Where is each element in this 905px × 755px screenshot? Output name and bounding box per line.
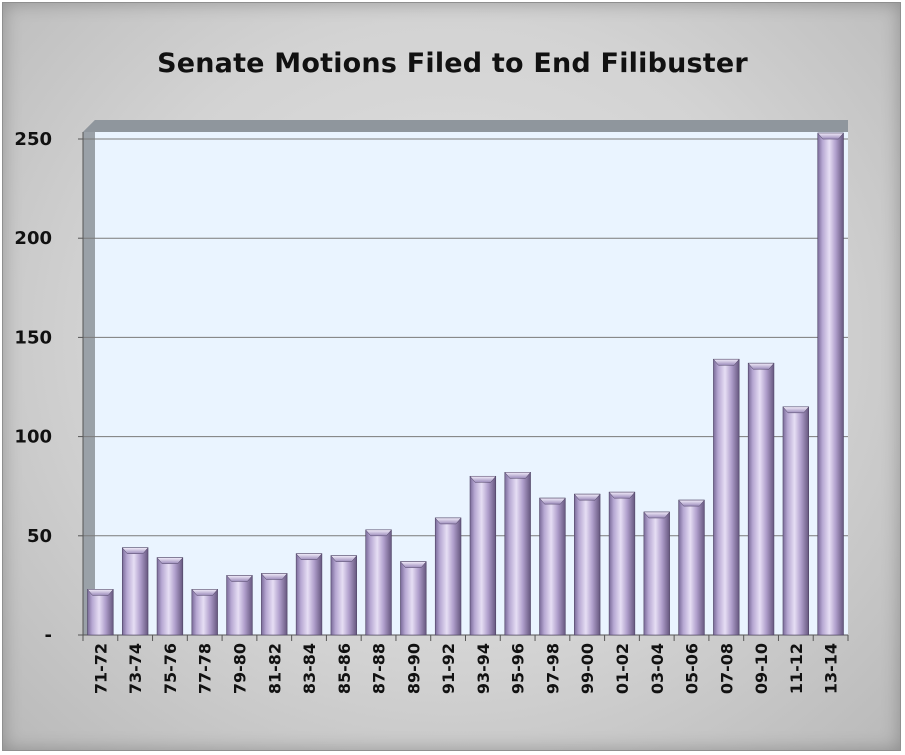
x-tick-label: 95-96 [509,643,528,694]
x-tick-label: 77-78 [196,643,215,694]
bar [261,573,288,636]
bar [121,547,149,636]
bar [469,475,497,636]
bar-cap [469,476,497,483]
bar [608,491,636,636]
y-tick-label: 250 [14,129,52,150]
x-tick-label: 75-76 [161,643,180,694]
bar [226,575,253,636]
y-tick-label: - [45,625,52,646]
bar-cap [365,529,392,537]
x-tick-label: 85-86 [335,643,354,694]
bar-cap [782,406,810,414]
bar-cap [295,553,323,560]
bar-cap [226,575,253,582]
plot-side-face [83,132,95,635]
bar [782,406,810,636]
bar [539,497,566,636]
bar-cap [121,547,149,554]
x-tick-label: 13-14 [822,643,841,694]
x-tick-label: 71-72 [91,643,110,694]
x-tick-label: 99-00 [578,643,597,694]
x-tick-label: 93-94 [474,643,493,694]
bar-cap [504,472,532,479]
bar-cap [156,557,184,564]
bar-cap [330,555,358,562]
x-tick-label: 11-12 [787,643,806,694]
bar [295,553,323,636]
bar [678,499,705,636]
bar [156,557,184,636]
bar [713,358,740,636]
bar-cap [539,497,566,505]
bar-cap [608,491,636,499]
x-tick-label: 03-04 [648,643,667,694]
bar [504,472,531,636]
x-tick-label: 83-84 [300,643,319,694]
x-tick-label: 97-98 [543,643,562,694]
bar [191,589,218,636]
bar-cap [712,358,740,366]
bar [817,132,844,636]
bar-cap [86,589,114,596]
y-tick-label: 200 [14,228,52,249]
bar [643,511,670,636]
x-tick-label: 09-10 [752,643,771,694]
bar [434,517,462,636]
bar [365,529,392,636]
bar-cap [260,573,288,580]
x-tick-label: 87-88 [370,643,389,694]
y-tick-label: 150 [14,327,52,348]
bar-cap [399,561,427,568]
x-tick-label: 89-90 [404,643,423,694]
bar-cap [643,511,671,519]
x-tick-label: 73-74 [126,643,145,694]
x-tick-label: 91-92 [439,643,458,694]
bar-cap [191,589,219,596]
chart-title: Senate Motions Filed to End Filibuster [157,48,748,79]
y-tick-label: 100 [14,427,52,448]
bar-cap [817,132,845,140]
bar [574,493,601,636]
bar-cap [434,517,462,525]
x-tick-label: 79-80 [230,643,249,694]
bar-cap [747,362,775,370]
plot-top-wall [83,120,848,132]
bar [400,561,427,636]
bar [330,555,357,636]
bar-cap [573,493,601,501]
x-tick-label: 07-08 [717,643,736,694]
x-tick-label: 05-06 [683,643,702,694]
bar-cap [678,499,705,507]
x-tick-label: 01-02 [613,643,632,694]
y-tick-label: 50 [27,526,52,547]
bar [87,589,114,636]
x-tick-label: 81-82 [265,643,284,694]
bar [747,362,775,636]
